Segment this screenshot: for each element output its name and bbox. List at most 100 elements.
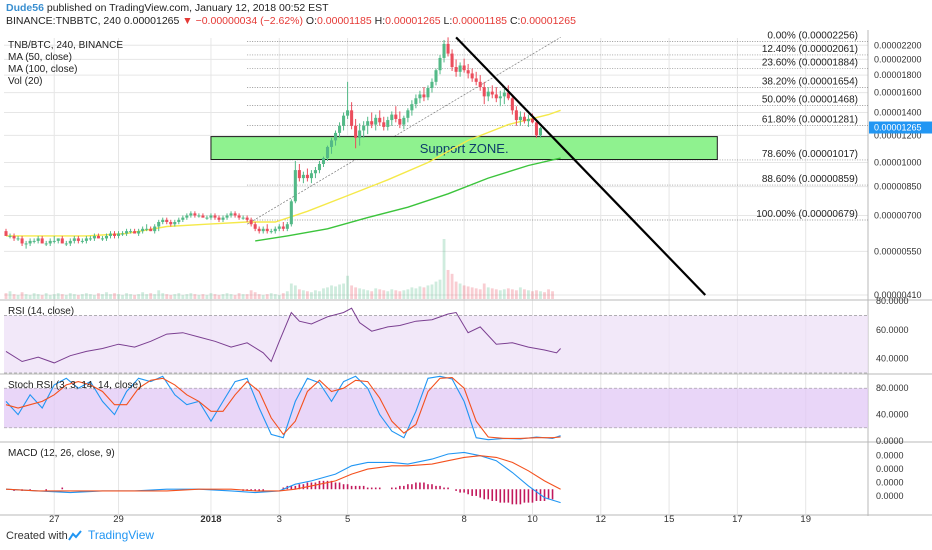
candle-body bbox=[354, 125, 358, 138]
time-axis-label: 3 bbox=[277, 514, 282, 524]
volume-bar bbox=[165, 294, 169, 299]
stoch-axis-label: 80.0000 bbox=[876, 383, 909, 393]
candle-body bbox=[309, 173, 313, 179]
candle-body bbox=[193, 213, 197, 216]
tradingview-brand[interactable]: TradingView bbox=[88, 528, 155, 542]
volume-bar bbox=[269, 293, 273, 299]
volume-bar bbox=[462, 285, 466, 299]
volume-bar bbox=[213, 294, 217, 299]
macd-hist-bar bbox=[475, 489, 477, 496]
volume-bar bbox=[28, 295, 32, 299]
macd-hist-bar bbox=[543, 489, 546, 501]
volume-bar bbox=[261, 295, 265, 299]
candle-body bbox=[60, 238, 64, 244]
volume-bar bbox=[422, 287, 426, 299]
candle-body bbox=[321, 158, 326, 164]
candle-body bbox=[24, 243, 28, 245]
macd-hist-bar bbox=[447, 487, 449, 490]
ticker-label: BINANCE:TNBBTC, 240 bbox=[6, 15, 121, 27]
candle-body bbox=[157, 221, 161, 227]
candle-body bbox=[153, 226, 157, 232]
stoch-label: Stoch RSI (3, 3, 14, 14, close) bbox=[8, 380, 141, 391]
price-axis-label: 0.00001200 bbox=[874, 130, 922, 140]
volume-bar bbox=[482, 283, 486, 299]
candle-body bbox=[104, 235, 109, 239]
macd-hist-bar bbox=[531, 489, 534, 503]
candle-body bbox=[438, 57, 442, 71]
last-price: 0.00001265 bbox=[120, 15, 183, 27]
macd-hist-bar bbox=[455, 489, 457, 491]
volume-bar bbox=[201, 294, 205, 299]
volume-bar bbox=[181, 295, 185, 299]
candle-body bbox=[181, 217, 185, 220]
macd-hist-bar bbox=[258, 489, 260, 491]
macd-axis-label: 0.0000 bbox=[876, 491, 904, 501]
candle-body bbox=[313, 170, 317, 174]
volume-bar bbox=[80, 294, 84, 299]
fib-level-label: 50.00% (0.00001468) bbox=[762, 94, 858, 105]
author-link[interactable]: Dude56 bbox=[6, 2, 44, 14]
volume-bar bbox=[446, 269, 450, 299]
volume-bar bbox=[4, 293, 8, 299]
chart-canvas[interactable]: 0.00% (0.00002256) 12.40% (0.00002061) 23.… bbox=[0, 30, 932, 524]
candle-body bbox=[334, 132, 338, 141]
volume-bar bbox=[318, 291, 321, 299]
candle-body bbox=[506, 92, 510, 99]
price-axis-label: 0.00001600 bbox=[874, 88, 922, 98]
macd-hist-bar bbox=[61, 487, 64, 490]
candle-body bbox=[16, 238, 20, 240]
macd-hist-bar bbox=[527, 489, 530, 503]
candle-body bbox=[430, 81, 434, 89]
macd-hist-bar bbox=[515, 489, 518, 505]
last-price-tag bbox=[869, 121, 932, 134]
volume-bar bbox=[378, 289, 382, 299]
rsi-axis-label: 80.0000 bbox=[876, 296, 909, 306]
volume-bar bbox=[149, 293, 153, 299]
macd-hist-bar bbox=[519, 489, 522, 505]
volume-bar bbox=[281, 293, 285, 299]
volume-bar bbox=[362, 289, 366, 299]
candle-body bbox=[261, 228, 265, 232]
time-axis-bg bbox=[0, 516, 932, 524]
volume-bar bbox=[20, 292, 24, 299]
volume-bar bbox=[547, 289, 550, 299]
volume-bar bbox=[93, 295, 96, 299]
volume-bar bbox=[514, 290, 518, 299]
time-axis-label: 15 bbox=[664, 514, 675, 524]
volume-bar bbox=[314, 290, 317, 299]
macd-hist-bar bbox=[523, 489, 526, 503]
macd-hist-bar bbox=[254, 489, 256, 491]
volume-bar bbox=[494, 289, 498, 299]
stoch-band bbox=[4, 388, 868, 428]
volume-bar bbox=[105, 292, 108, 299]
candle-body bbox=[301, 174, 305, 179]
macd-hist-bar bbox=[547, 489, 550, 500]
candle-body bbox=[418, 94, 422, 99]
macd-hist-bar bbox=[419, 482, 421, 490]
support-zone-label: Support ZONE. bbox=[420, 141, 509, 156]
close-value: 0.00001265 bbox=[520, 15, 576, 27]
candle-body bbox=[446, 43, 450, 54]
volume-bar bbox=[109, 294, 112, 299]
price-axis-label: 0.00000410 bbox=[874, 290, 922, 300]
volume-bar bbox=[293, 285, 297, 299]
candle-body bbox=[233, 213, 237, 216]
macd-hist-bar bbox=[487, 489, 490, 500]
candle-body bbox=[538, 128, 543, 136]
volume-bar bbox=[442, 239, 446, 299]
time-axis-label: 2018 bbox=[200, 514, 221, 524]
open-value: 0.00001185 bbox=[317, 15, 372, 27]
volume-bar bbox=[470, 287, 474, 299]
volume-bar bbox=[454, 281, 458, 299]
macd-hist-bar bbox=[342, 484, 345, 490]
candle-body bbox=[217, 217, 221, 220]
volume-bar bbox=[334, 286, 337, 299]
macd-hist-bar bbox=[390, 487, 393, 490]
volume-bars bbox=[4, 239, 554, 299]
candle-body bbox=[92, 235, 96, 239]
candle-body bbox=[382, 122, 386, 127]
candle-body bbox=[213, 215, 217, 218]
volume-bar bbox=[273, 294, 277, 299]
macd-hist-bar bbox=[334, 482, 337, 490]
volume-bar bbox=[137, 294, 141, 299]
